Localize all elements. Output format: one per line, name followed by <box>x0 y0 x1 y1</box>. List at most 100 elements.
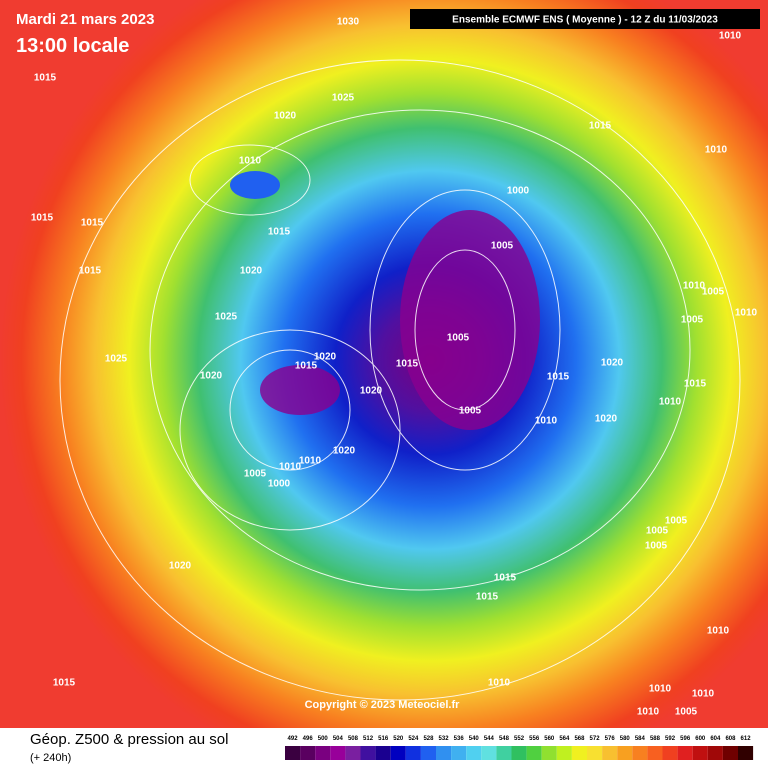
isobar-label: 1025 <box>215 312 238 323</box>
colorbar-swatch <box>390 746 406 760</box>
colorbar-label: 596 <box>680 736 691 742</box>
model-info: Ensemble ECMWF ENS ( Moyenne ) - 12 Z du… <box>452 15 718 26</box>
isobar-label: 1015 <box>295 361 318 372</box>
colorbar-label: 500 <box>318 736 329 742</box>
colorbar-swatch <box>677 746 693 760</box>
copyright: Copyright © 2023 Meteociel.fr <box>305 699 461 711</box>
colorbar-label: 520 <box>393 736 404 742</box>
colorbar: 492 496 500 504 508 512 516 520 524 528 532 536 540 5… <box>285 736 754 760</box>
colorbar-swatch <box>360 746 376 760</box>
isobar-label: 1010 <box>719 31 742 42</box>
colorbar-swatch <box>330 746 346 760</box>
date: Mardi 21 mars 2023 <box>16 11 154 28</box>
isobar-label: 1005 <box>244 469 267 480</box>
colorbar-label: 556 <box>529 736 540 742</box>
isobar-label: 1000 <box>507 186 530 197</box>
colorbar-swatch <box>722 746 738 760</box>
colorbar-swatch <box>707 746 723 760</box>
isobar-label: 1005 <box>491 241 514 252</box>
isobar-label: 1020 <box>240 266 263 277</box>
colorbar-swatch <box>632 746 648 760</box>
colorbar-label: 564 <box>559 736 570 742</box>
colorbar-swatch <box>556 746 572 760</box>
isobar-label: 1005 <box>646 526 669 537</box>
colorbar-swatch <box>662 746 678 760</box>
model-box <box>410 9 760 29</box>
isobar-label: 1005 <box>665 516 688 527</box>
colorbar-label: 588 <box>650 736 661 742</box>
isobar-label: 1020 <box>274 111 297 122</box>
isobar-label: 1025 <box>332 93 355 104</box>
colorbar-swatch <box>541 746 557 760</box>
isobar-label: 1010 <box>299 456 322 467</box>
colorbar-swatch <box>315 746 331 760</box>
isobar-label: 1020 <box>360 386 383 397</box>
colorbar-label: 560 <box>544 736 555 742</box>
colorbar-label: 504 <box>333 736 344 742</box>
isobar-label: 1030 <box>337 17 360 28</box>
isobar-label: 1010 <box>659 397 682 408</box>
colorbar-label: 516 <box>378 736 389 742</box>
isobar-label: 1010 <box>535 416 558 427</box>
colorbar-swatch <box>481 746 497 760</box>
colorbar-label: 584 <box>635 736 646 742</box>
isobar-label: 1005 <box>645 541 668 552</box>
colorbar-label: 496 <box>303 736 314 742</box>
isobar-label: 1015 <box>547 372 570 383</box>
colorbar-label: 524 <box>408 736 419 742</box>
colorbar-swatch <box>285 746 301 760</box>
isobar-label: 1010 <box>637 707 660 718</box>
isobar-label: 1005 <box>702 287 725 298</box>
isobar-label: 1000 <box>268 479 291 490</box>
colorbar-swatch <box>496 746 512 760</box>
isobar-label: 1015 <box>268 227 291 238</box>
colorbar-label: 552 <box>514 736 525 742</box>
low-core <box>260 365 340 415</box>
isobar-label: 1020 <box>601 358 624 369</box>
colorbar-swatch <box>300 746 316 760</box>
isobar-label: 1010 <box>649 684 672 695</box>
colorbar-swatch <box>345 746 361 760</box>
isobar-label: 1015 <box>53 678 76 689</box>
colorbar-swatch <box>466 746 482 760</box>
colorbar-swatch <box>375 746 391 760</box>
isobar-label: 1020 <box>314 352 337 363</box>
isobar-label: 1015 <box>476 592 499 603</box>
isobar-label: 1015 <box>589 121 612 132</box>
colorbar-swatch <box>511 746 527 760</box>
colorbar-label: 576 <box>605 736 616 742</box>
footer-lead: (+ 240h) <box>30 752 71 764</box>
colorbar-swatch <box>436 746 452 760</box>
isobar-label: 1005 <box>675 707 698 718</box>
colorbar-swatch <box>526 746 542 760</box>
colorbar-label: 528 <box>423 736 434 742</box>
colorbar-swatch <box>602 746 618 760</box>
colorbar-swatch <box>451 746 467 760</box>
isobar-label: 1010 <box>707 626 730 637</box>
colorbar-label: 600 <box>695 736 706 742</box>
isobar-label: 1020 <box>595 414 618 425</box>
isobar-label: 1010 <box>683 281 706 292</box>
colorbar-label: 508 <box>348 736 359 742</box>
isobar-labels: 1030101010151025102010151010101010001015… <box>31 17 758 718</box>
colorbar-label: 592 <box>665 736 676 742</box>
isobar-label: 1010 <box>279 462 302 473</box>
isobar-label: 1020 <box>200 371 223 382</box>
colorbar-swatch <box>571 746 587 760</box>
isobar-label: 1005 <box>459 406 482 417</box>
colorbar-swatch <box>692 746 708 760</box>
isobar-label: 1005 <box>681 315 704 326</box>
colorbar-swatch <box>647 746 663 760</box>
colorbar-label: 532 <box>439 736 450 742</box>
colorbar-swatch <box>405 746 421 760</box>
isobar-label: 1015 <box>684 379 707 390</box>
colorbar-label: 548 <box>499 736 510 742</box>
colorbar-label: 568 <box>574 736 585 742</box>
colorbar-swatch <box>420 746 436 760</box>
isobar-label: 1010 <box>692 689 715 700</box>
isobar-label: 1015 <box>494 573 517 584</box>
isobar-label: 1010 <box>735 308 758 319</box>
colorbar-swatch <box>587 746 603 760</box>
colorbar-label: 580 <box>620 736 631 742</box>
